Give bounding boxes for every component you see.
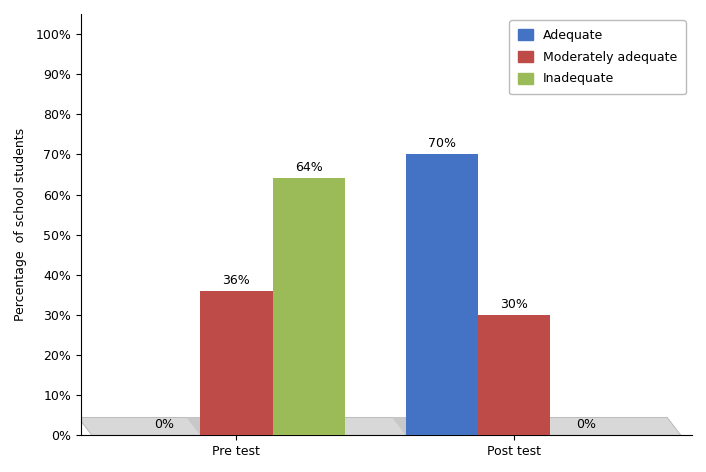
Polygon shape — [186, 417, 273, 435]
Text: 0%: 0% — [154, 418, 174, 431]
Bar — [273, 178, 345, 435]
Polygon shape — [78, 417, 681, 435]
Bar — [201, 291, 273, 435]
Bar — [478, 315, 551, 435]
Polygon shape — [258, 417, 345, 435]
Y-axis label: Percentage  of school students: Percentage of school students — [14, 128, 27, 321]
Text: 30%: 30% — [501, 298, 528, 311]
Legend: Adequate, Moderately adequate, Inadequate: Adequate, Moderately adequate, Inadequat… — [509, 20, 686, 94]
Text: 0%: 0% — [577, 418, 597, 431]
Polygon shape — [465, 417, 551, 435]
Polygon shape — [392, 417, 478, 435]
Text: 70%: 70% — [428, 137, 456, 151]
Bar — [406, 154, 478, 435]
Text: 64%: 64% — [295, 161, 323, 175]
Text: 36%: 36% — [222, 274, 251, 287]
